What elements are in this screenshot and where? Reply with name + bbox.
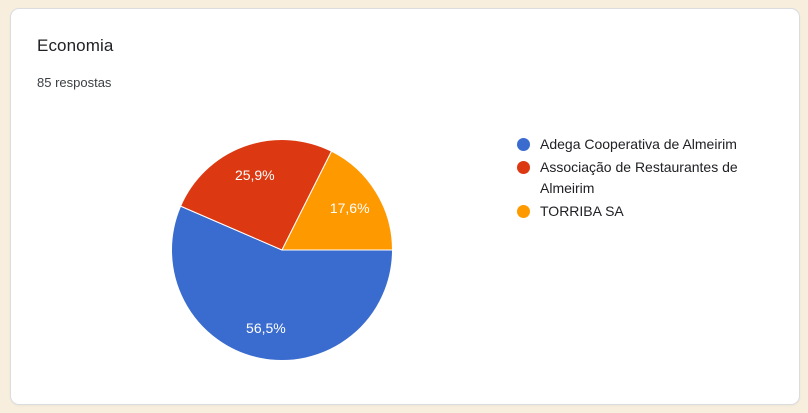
question-title: Economia	[37, 36, 114, 55]
legend-item: Adega Cooperativa de Almeirim	[517, 134, 775, 155]
legend-item: TORRIBA SA	[517, 201, 775, 222]
legend-label: Associação de Restaurantes de Almeirim	[540, 159, 738, 196]
legend-dot-orange-icon	[517, 205, 530, 218]
pie-slice-0[interactable]	[171, 205, 393, 362]
legend-dot-red-icon	[517, 161, 530, 174]
pie-chart-container: 56,5% 25,9% 17,6%	[170, 138, 394, 362]
legend-label: Adega Cooperativa de Almeirim	[540, 136, 737, 152]
response-count: 85 respostas	[37, 75, 112, 90]
pie-slice-label-2: 17,6%	[330, 200, 370, 216]
pie-chart[interactable]: 56,5% 25,9% 17,6%	[170, 138, 394, 362]
pie-slice-2[interactable]	[281, 150, 393, 251]
pie-slice-1[interactable]	[180, 139, 333, 251]
legend-dot-blue-icon	[517, 138, 530, 151]
legend-item: Associação de Restaurantes de Almeirim	[517, 157, 775, 199]
pie-slice-label-1: 25,9%	[235, 167, 275, 183]
response-summary-card: Economia 85 respostas 56,5% 25,9% 17,6% Ad…	[10, 8, 800, 405]
chart-legend: Adega Cooperativa de Almeirim Associação…	[517, 134, 775, 222]
legend-label: TORRIBA SA	[540, 203, 624, 219]
pie-slice-label-0: 56,5%	[246, 320, 286, 336]
